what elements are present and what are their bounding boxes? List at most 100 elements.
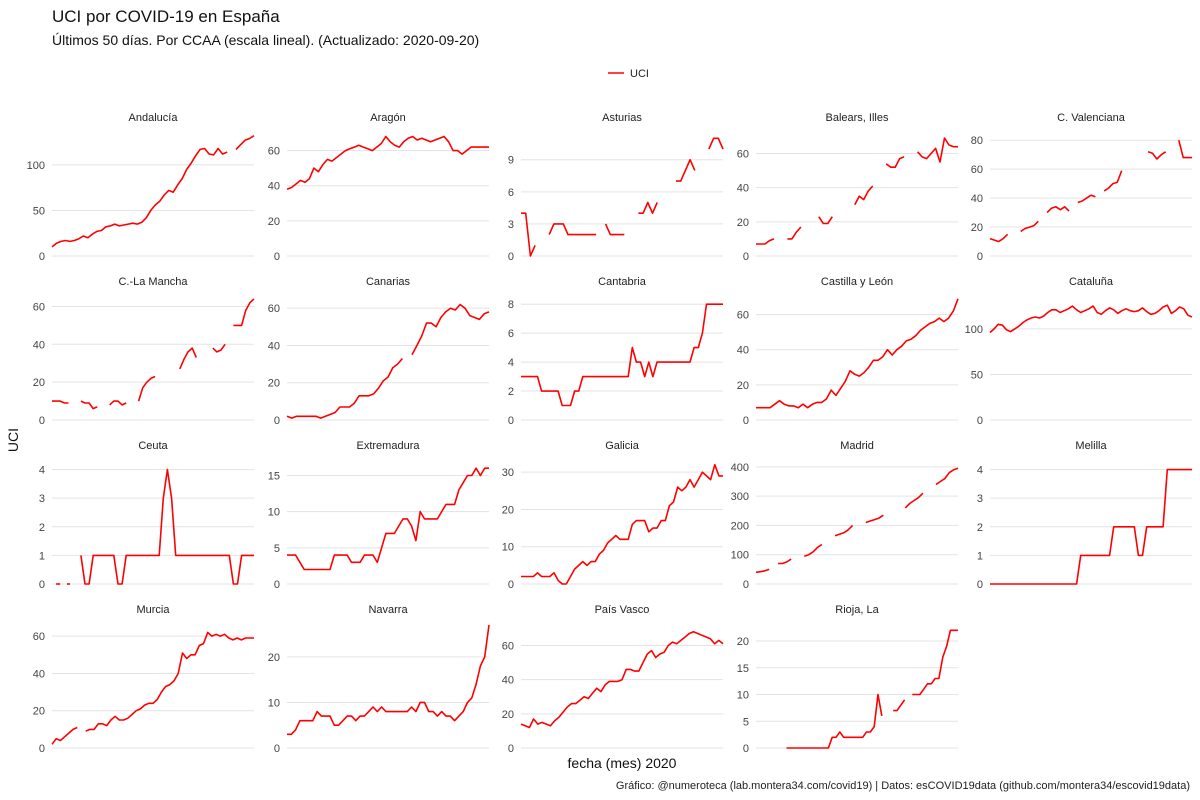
panel-extremadura: Extremadura 0 5 10 15 xyxy=(268,440,489,591)
panel-title: Andalucía xyxy=(129,112,179,124)
series-line xyxy=(1020,220,1039,233)
panel-title: Rioja, La xyxy=(835,604,879,616)
y-tick-label: 0 xyxy=(39,415,45,427)
y-tick-label: 0 xyxy=(39,579,45,591)
series-line xyxy=(786,693,883,749)
chart-title: UCI por COVID-19 en España xyxy=(52,7,280,26)
legend: UCI xyxy=(608,68,649,80)
panel-rioja-la: Rioja, La 0 5 10 15 20 xyxy=(737,604,958,755)
y-tick-label: 0 xyxy=(508,743,514,755)
series-line xyxy=(756,238,775,245)
series-line xyxy=(904,492,924,509)
y-tick-label: 80 xyxy=(971,135,983,147)
y-tick-label: 60 xyxy=(737,149,749,161)
panel-galicia: Galicia 0 10 20 30 xyxy=(502,440,723,591)
y-tick-label: 60 xyxy=(737,310,749,322)
y-tick-label: 200 xyxy=(731,520,749,532)
panel-title: Melilla xyxy=(1075,440,1107,452)
series-line xyxy=(755,568,770,574)
series-line xyxy=(521,303,723,407)
series-line xyxy=(51,147,228,248)
panel-cataluna: Cataluña 0 50 100 xyxy=(965,276,1193,427)
series-line xyxy=(233,298,255,327)
y-tick-label: 60 xyxy=(268,303,280,315)
y-tick-label: 0 xyxy=(508,251,514,263)
y-tick-label: 30 xyxy=(502,467,514,479)
y-tick-label: 60 xyxy=(33,631,45,643)
series-line xyxy=(893,699,906,712)
panel-cantabria: Cantabria 0 2 4 6 8 xyxy=(508,276,723,427)
series-line xyxy=(287,624,490,736)
series-line xyxy=(286,357,404,419)
y-tick-label: 60 xyxy=(971,164,983,176)
panel-title: Cantabria xyxy=(598,276,647,288)
y-tick-label: 0 xyxy=(743,415,749,427)
y-tick-label: 10 xyxy=(268,697,280,709)
series-line xyxy=(137,375,156,402)
series-line xyxy=(756,298,959,409)
series-line xyxy=(85,631,254,732)
y-tick-label: 0 xyxy=(39,251,45,263)
series-line xyxy=(1046,206,1070,214)
panel-aragon: Aragón 0 20 40 60 xyxy=(268,112,489,263)
series-line xyxy=(708,137,724,150)
y-tick-label: 1 xyxy=(977,550,983,562)
y-tick-label: 0 xyxy=(274,579,280,591)
panel-andalucia: Andalucía 0 50 100 xyxy=(27,112,255,263)
y-tick-label: 3 xyxy=(39,493,45,505)
y-tick-label: 3 xyxy=(977,493,983,505)
series-line xyxy=(521,212,536,257)
y-tick-label: 40 xyxy=(268,181,280,193)
series-line xyxy=(212,343,226,353)
panel-title: Madrid xyxy=(840,440,874,452)
series-line xyxy=(1178,140,1192,159)
series-line xyxy=(787,226,802,240)
y-tick-label: 0 xyxy=(977,251,983,263)
series-line xyxy=(834,524,854,537)
y-tick-label: 20 xyxy=(737,636,749,648)
y-axis-title: UCI xyxy=(5,428,21,452)
y-tick-label: 0 xyxy=(274,415,280,427)
y-tick-label: 40 xyxy=(737,183,749,195)
chart-subtitle: Últimos 50 días. Por CCAA (escala lineal… xyxy=(52,32,479,48)
y-tick-label: 300 xyxy=(731,491,749,503)
y-tick-label: 20 xyxy=(737,380,749,392)
y-tick-label: 6 xyxy=(508,187,514,199)
y-tick-label: 20 xyxy=(33,706,45,718)
panel-title: Navarra xyxy=(368,604,408,616)
series-line xyxy=(676,158,696,182)
y-tick-label: 9 xyxy=(508,155,514,167)
series-line xyxy=(109,400,127,406)
panel-canarias: Canarias 0 20 40 60 xyxy=(268,276,490,427)
y-tick-label: 100 xyxy=(27,160,45,172)
panel-melilla: Melilla 0 1 2 3 4 xyxy=(977,440,1192,591)
y-tick-label: 0 xyxy=(743,743,749,755)
y-tick-label: 2 xyxy=(508,386,514,398)
panel-balears-illes: Balears, Illes 0 20 40 60 xyxy=(737,112,958,263)
panel-navarra: Navarra 0 10 20 xyxy=(268,604,490,755)
series-line xyxy=(778,558,792,565)
y-tick-label: 5 xyxy=(274,543,280,555)
y-tick-label: 20 xyxy=(268,652,280,664)
y-tick-label: 100 xyxy=(965,324,983,336)
x-axis-title: fecha (mes) 2020 xyxy=(568,755,677,771)
series-line xyxy=(51,726,78,745)
chart-caption: Gráfico: @numeroteca (lab.montera34.com/… xyxy=(616,780,1190,792)
series-line xyxy=(885,156,905,168)
panel-c-la-mancha: C.-La Mancha 0 20 40 60 xyxy=(33,276,255,427)
y-tick-label: 20 xyxy=(502,709,514,721)
y-tick-label: 20 xyxy=(33,377,45,389)
y-tick-label: 0 xyxy=(743,579,749,591)
y-tick-label: 400 xyxy=(731,462,749,474)
y-tick-label: 60 xyxy=(268,146,280,158)
y-tick-label: 40 xyxy=(33,339,45,351)
panel-title: Murcia xyxy=(136,604,170,616)
y-tick-label: 0 xyxy=(39,743,45,755)
series-line xyxy=(865,514,884,524)
panel-title: Asturias xyxy=(602,112,642,124)
y-tick-label: 0 xyxy=(274,743,280,755)
y-tick-label: 20 xyxy=(268,216,280,228)
y-tick-label: 50 xyxy=(971,369,983,381)
y-tick-label: 4 xyxy=(508,357,514,369)
